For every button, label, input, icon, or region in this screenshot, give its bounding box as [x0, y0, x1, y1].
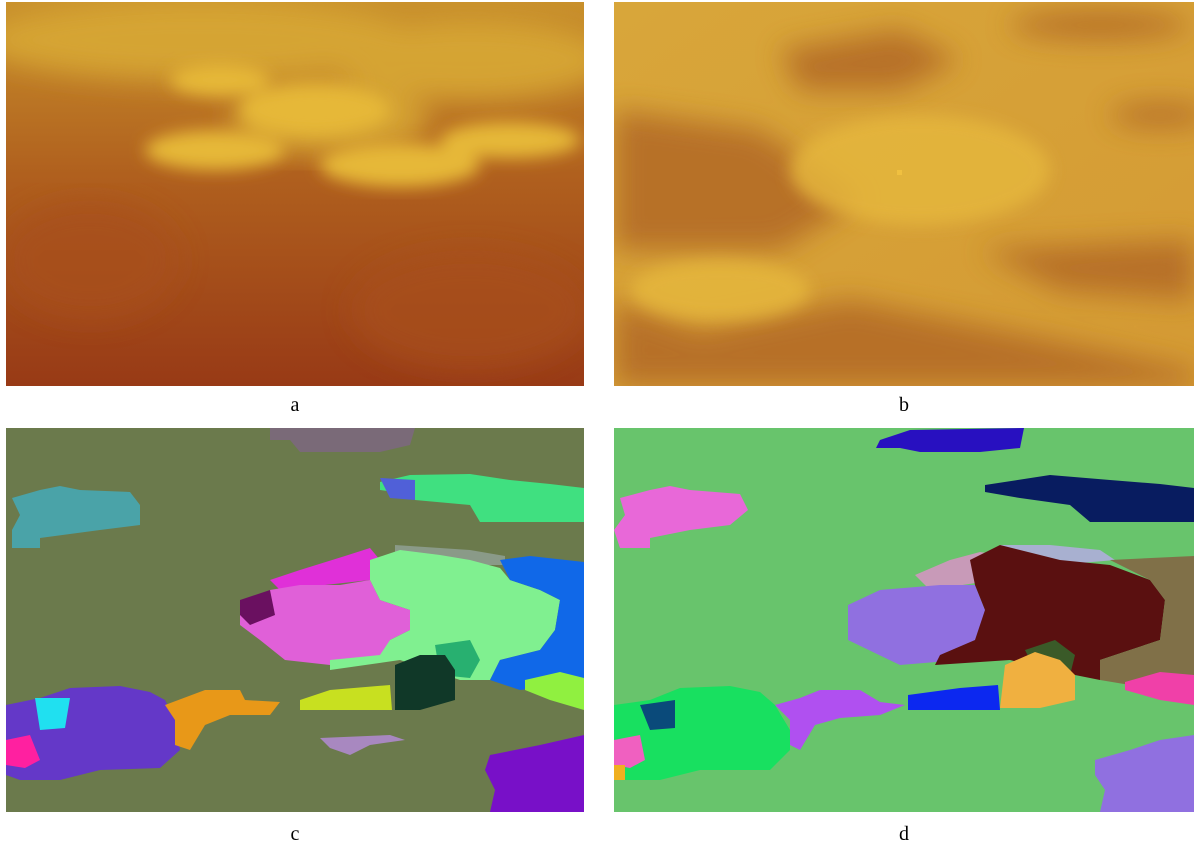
figure: a b c d	[0, 0, 1200, 851]
segmentation-d	[614, 428, 1194, 812]
image-a	[0, 0, 610, 386]
segmentation-c	[6, 428, 584, 812]
caption: d	[899, 823, 909, 845]
image-b	[614, 2, 1200, 386]
caption: a	[291, 394, 300, 416]
page: a b c d (() => { const data = JSON.parse…	[0, 0, 1200, 851]
caption: b	[899, 394, 909, 416]
caption: c	[291, 823, 300, 845]
